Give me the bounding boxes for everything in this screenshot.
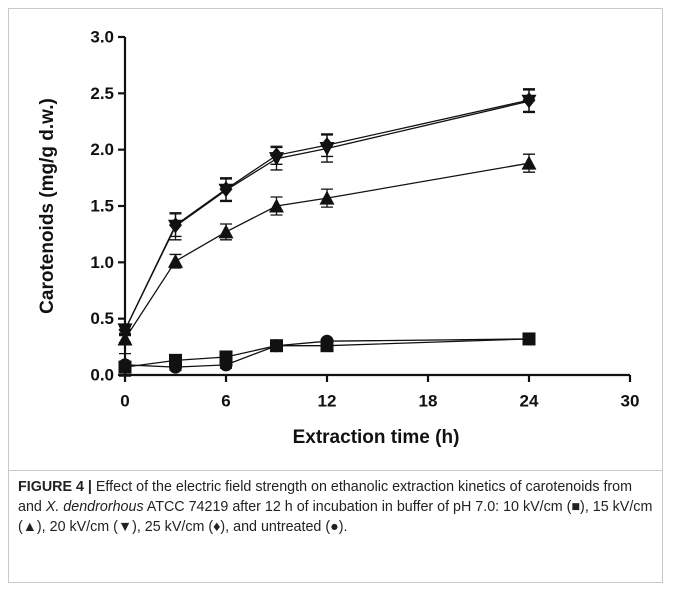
marker xyxy=(218,224,234,239)
x-tick-label: 18 xyxy=(419,391,438,410)
y-axis-title: Carotenoids (mg/g d.w.) xyxy=(37,98,58,314)
marker xyxy=(320,137,334,154)
caption-text: Effect of the electric field strength on… xyxy=(18,479,633,515)
marker xyxy=(219,358,233,372)
x-tick-label: 6 xyxy=(221,391,230,410)
marker xyxy=(219,181,233,198)
marker xyxy=(169,360,182,374)
y-tick-label: 1.0 xyxy=(90,253,114,272)
marker xyxy=(522,92,536,109)
series-line xyxy=(124,99,530,331)
series-line xyxy=(124,338,530,368)
chart: Carotenoids (mg/g d.w.) Extraction time … xyxy=(37,27,640,448)
marker xyxy=(521,155,537,170)
marker xyxy=(169,217,182,234)
marker xyxy=(118,358,132,372)
series-line xyxy=(124,162,530,340)
marker xyxy=(320,334,334,348)
marker xyxy=(117,331,133,346)
marker xyxy=(270,147,283,164)
figure-frame xyxy=(8,8,663,583)
caption-label: FIGURE 4 | xyxy=(18,479,92,495)
x-tick-label: 30 xyxy=(621,391,640,410)
x-axis-title: Extraction time (h) xyxy=(293,427,460,448)
y-tick-label: 3.0 xyxy=(90,27,114,46)
marker xyxy=(270,339,283,353)
x-tick-label: 12 xyxy=(318,391,337,410)
figure-caption: FIGURE 4 | Effect of the electric field … xyxy=(8,470,663,575)
marker xyxy=(168,253,183,268)
caption-text: ATCC 74219 after 12 h of incubation in b… xyxy=(18,499,653,535)
x-tick-label: 24 xyxy=(520,391,539,410)
marker xyxy=(522,332,536,346)
marker xyxy=(269,198,284,213)
y-tick-label: 2.5 xyxy=(90,84,114,103)
y-tick-label: 2.0 xyxy=(90,140,114,159)
y-tick-label: 1.5 xyxy=(90,196,114,215)
series-line xyxy=(124,338,530,368)
x-tick-label: 0 xyxy=(120,391,129,410)
y-tick-label: 0.0 xyxy=(90,365,114,384)
caption-species: X. dendrorhous xyxy=(45,499,144,515)
marker xyxy=(118,321,132,338)
marker xyxy=(319,190,335,205)
y-tick-label: 0.5 xyxy=(90,309,114,328)
